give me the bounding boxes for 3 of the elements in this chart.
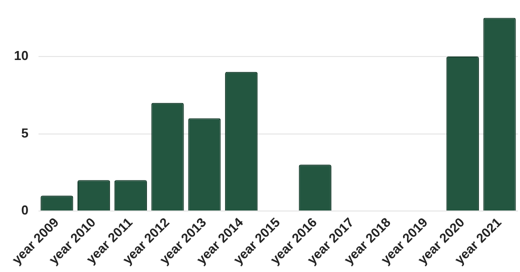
y-tick-label: 5 (21, 125, 28, 140)
y-tick-label: 0 (21, 202, 28, 218)
y-tick-label: 10 (14, 48, 28, 64)
